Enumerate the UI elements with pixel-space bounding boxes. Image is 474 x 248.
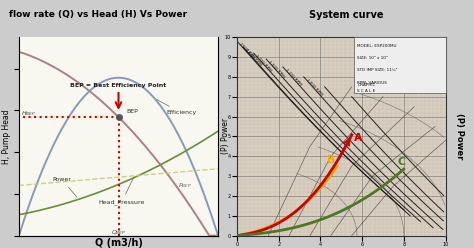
Text: 1,750 RPM: 1,750 RPM	[255, 54, 273, 73]
Text: 2,000 RPM: 2,000 RPM	[244, 48, 262, 67]
Y-axis label: (P) Power: (P) Power	[221, 118, 230, 155]
Text: BEP = Best Efficiency Point: BEP = Best Efficiency Point	[70, 83, 167, 88]
Text: System curve: System curve	[309, 10, 383, 20]
Text: Efficiency: Efficiency	[157, 99, 197, 116]
Text: 1,500 RPM: 1,500 RPM	[267, 60, 285, 79]
Text: $H_{BEP}$: $H_{BEP}$	[21, 109, 36, 118]
X-axis label: Q (m3/h): Q (m3/h)	[94, 238, 143, 248]
Text: C: C	[398, 157, 406, 167]
Y-axis label: H, Pump Head: H, Pump Head	[2, 109, 11, 164]
Text: A: A	[354, 133, 363, 143]
Text: 2500 RPM: 2500 RPM	[238, 42, 255, 60]
Text: B: B	[327, 155, 335, 164]
Text: Power: Power	[53, 177, 77, 197]
Text: flow rate (Q) vs Head (H) Vs Power: flow rate (Q) vs Head (H) Vs Power	[9, 10, 188, 19]
Text: 1,000 RPM: 1,000 RPM	[305, 78, 322, 96]
Text: Head_Pressure: Head_Pressure	[99, 178, 145, 205]
Text: $P_{BEP}$: $P_{BEP}$	[178, 182, 192, 190]
Text: 1,250 RPM: 1,250 RPM	[284, 68, 301, 87]
Text: BEP: BEP	[127, 109, 138, 114]
Text: (P) Power: (P) Power	[456, 113, 464, 159]
Text: $Q_{BEP}$: $Q_{BEP}$	[111, 229, 126, 237]
